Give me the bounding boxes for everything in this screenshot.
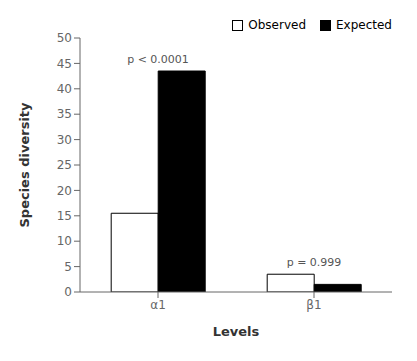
html-text:Observed: Observed — [248, 18, 306, 32]
svg-text:35: 35 — [57, 107, 72, 121]
svg-text:p = 0.999: p = 0.999 — [287, 256, 342, 269]
svg-text:0: 0 — [64, 285, 72, 299]
svg-text:Species diversity: Species diversity — [17, 102, 32, 228]
svg-text:40: 40 — [57, 82, 72, 96]
svg-text:50: 50 — [57, 31, 72, 45]
svg-text:10: 10 — [57, 234, 72, 248]
svg-text:30: 30 — [57, 133, 72, 147]
svg-text:β1: β1 — [306, 298, 321, 312]
svg-text:p < 0.0001: p < 0.0001 — [127, 53, 189, 66]
svg-text:Levels: Levels — [213, 324, 260, 339]
svg-text:5: 5 — [64, 260, 72, 274]
svg-text:α1: α1 — [150, 298, 166, 312]
svg-text:20: 20 — [57, 184, 72, 198]
html-text:Expected: Expected — [336, 18, 392, 32]
svg-text:45: 45 — [57, 57, 72, 71]
svg-text:25: 25 — [57, 158, 72, 172]
svg-text:15: 15 — [57, 209, 72, 223]
